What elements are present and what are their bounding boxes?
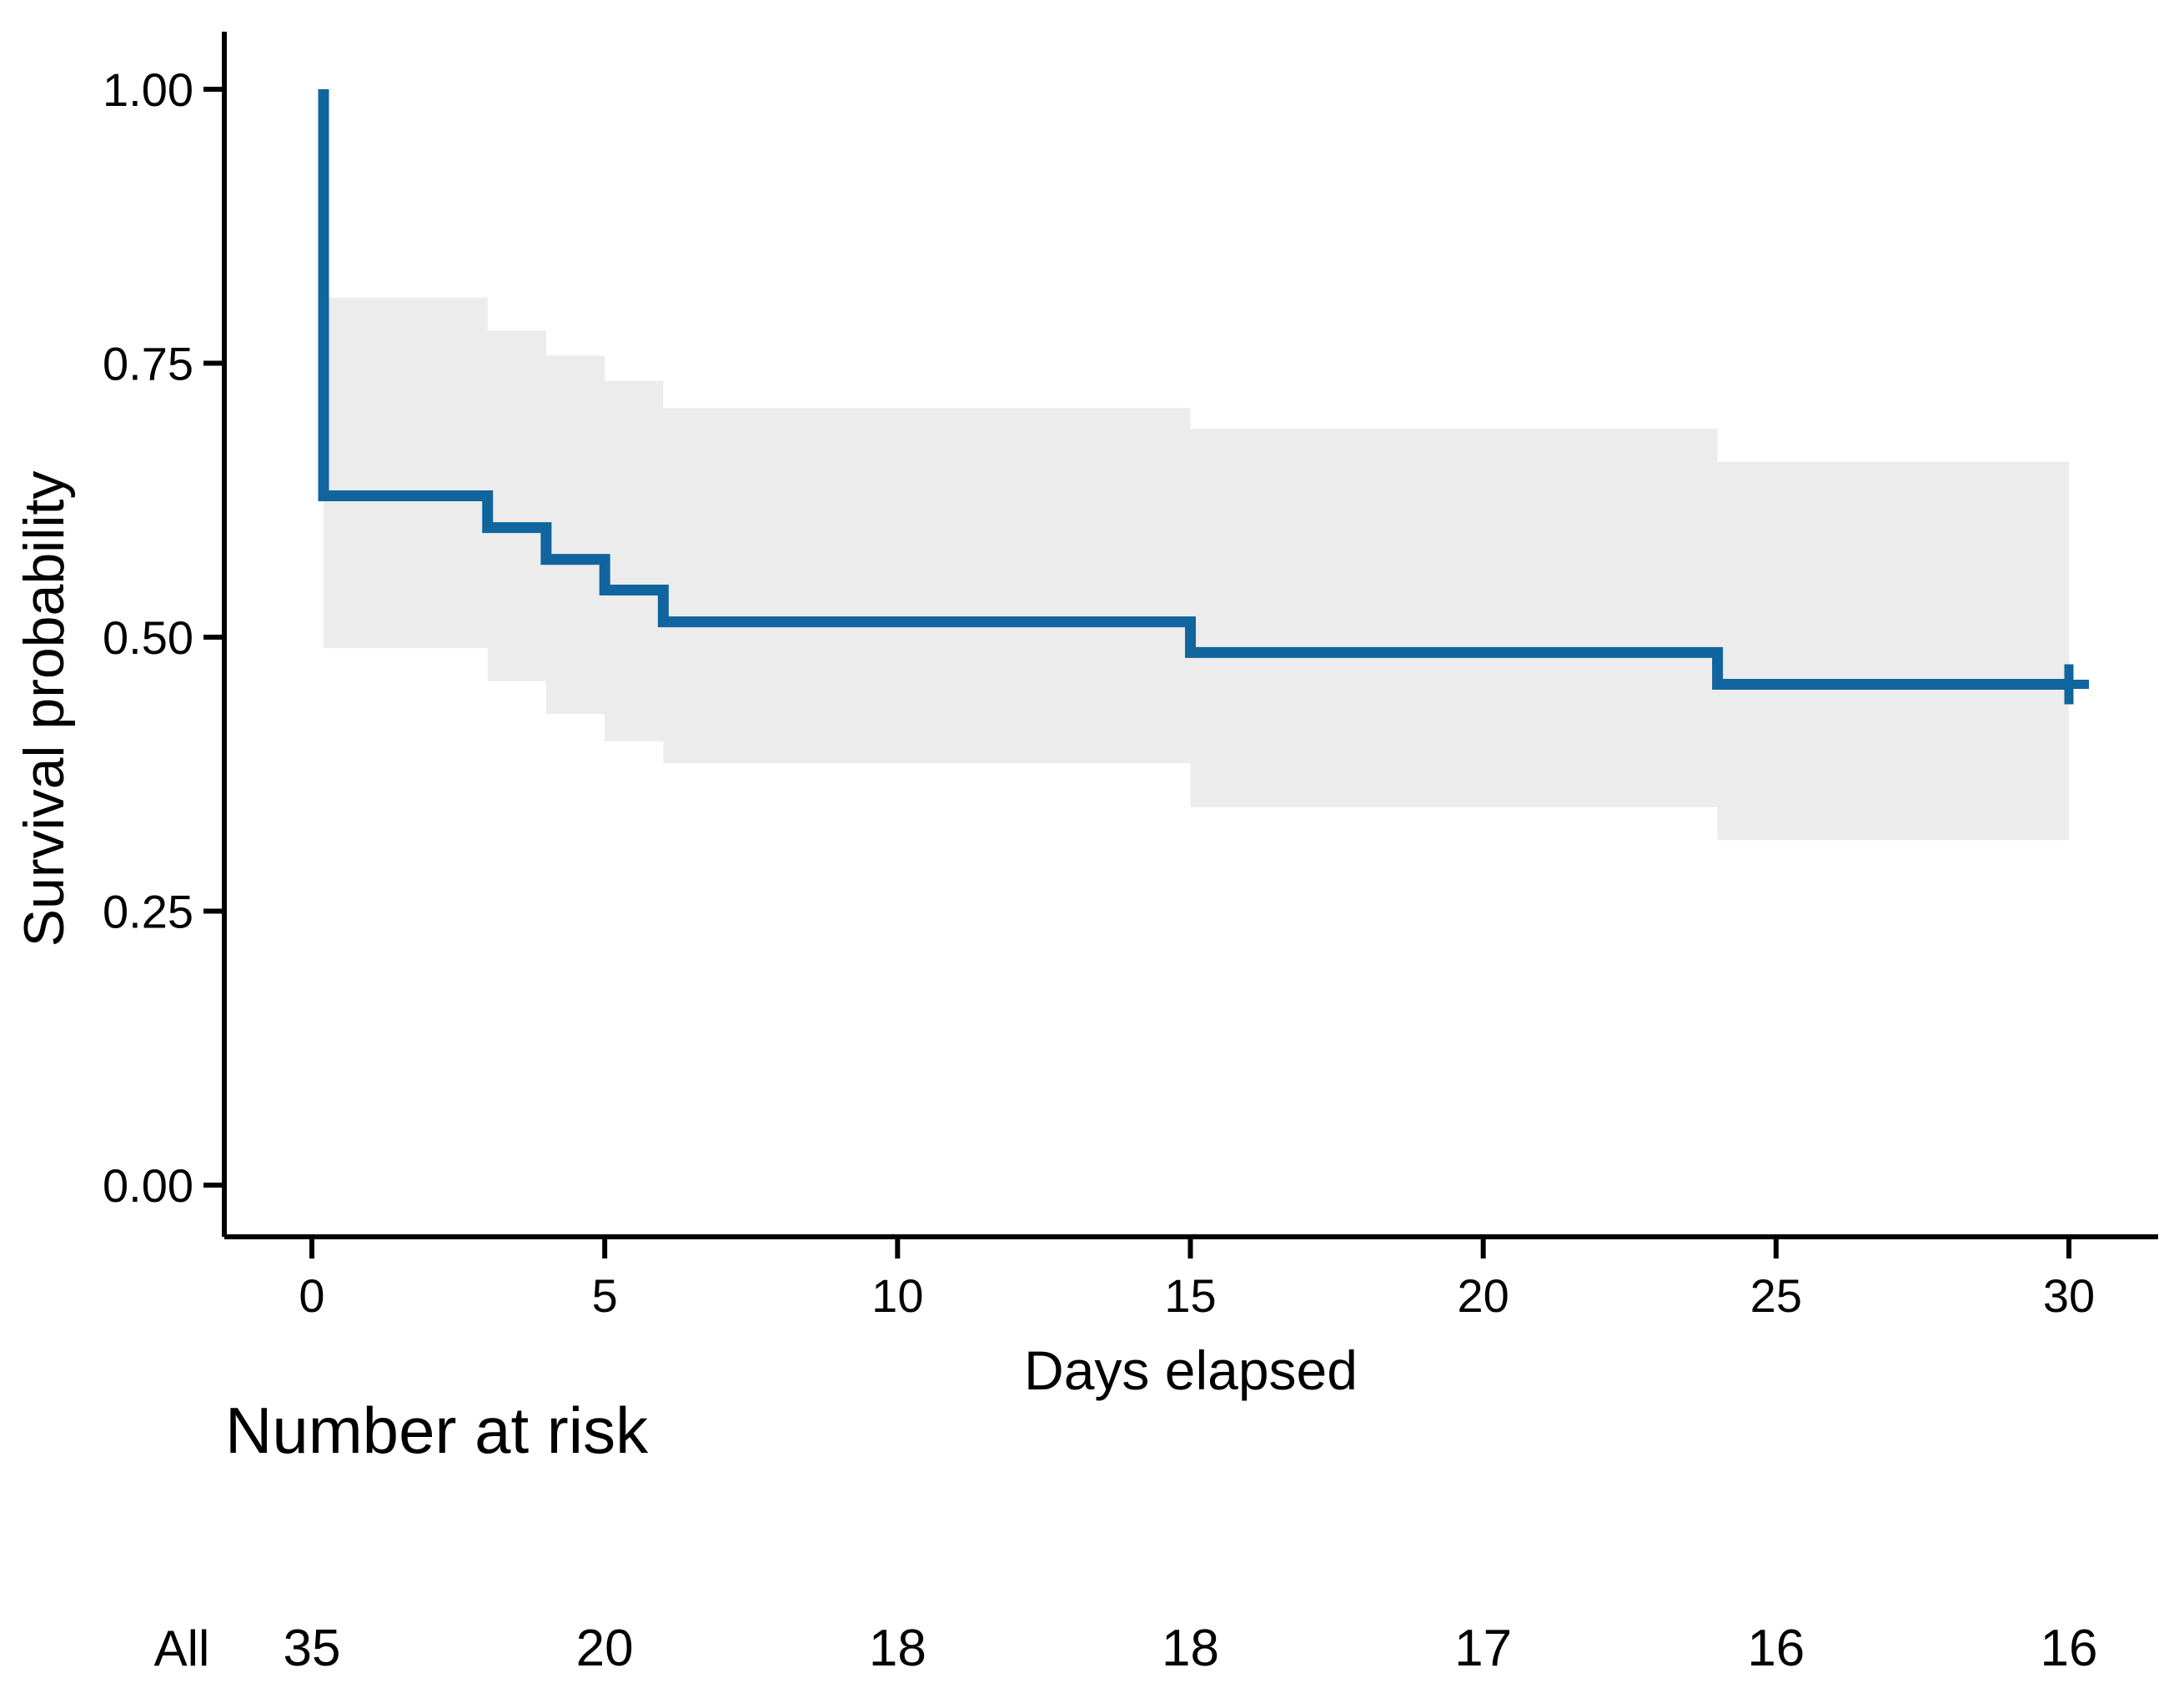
- survival-curve: [318, 89, 2069, 690]
- y-tick-label: 0.50: [103, 611, 193, 664]
- risk-count: 17: [1454, 1620, 1512, 1677]
- x-axis-title: Days elapsed: [1024, 1339, 1358, 1401]
- x-tick-label: 20: [1458, 1269, 1509, 1322]
- y-tick-label: 0.00: [103, 1159, 193, 1212]
- risk-group-label: All: [154, 1620, 210, 1676]
- x-axis-ticks: 0 5 10 15 20 25 30: [299, 1237, 2095, 1322]
- risk-count: 18: [869, 1620, 926, 1677]
- y-tick-label: 1.00: [103, 63, 193, 116]
- risk-counts-row: 35 20 18 18 17 16 16: [284, 1620, 2098, 1677]
- x-tick-label: 5: [592, 1269, 618, 1322]
- risk-table-title: Number at risk: [225, 1394, 649, 1467]
- risk-count: 16: [1747, 1620, 1805, 1677]
- x-tick-label: 10: [871, 1269, 923, 1322]
- x-tick-label: 30: [2043, 1269, 2095, 1322]
- risk-count: 16: [2041, 1620, 2098, 1677]
- x-tick-label: 25: [1750, 1269, 1802, 1322]
- y-axis-ticks: 1.00 0.75 0.50 0.25 0.00: [103, 63, 224, 1212]
- y-tick-label: 0.25: [103, 886, 193, 938]
- censor-marks: [2048, 664, 2089, 705]
- x-tick-label: 15: [1164, 1269, 1216, 1322]
- risk-count: 35: [284, 1620, 341, 1677]
- y-axis-title: Survival probability: [13, 471, 76, 947]
- x-tick-label: 0: [299, 1269, 324, 1322]
- risk-count: 20: [576, 1620, 634, 1677]
- y-tick-label: 0.75: [103, 338, 193, 390]
- risk-count: 18: [1162, 1620, 1219, 1677]
- confidence-band: [324, 297, 2069, 841]
